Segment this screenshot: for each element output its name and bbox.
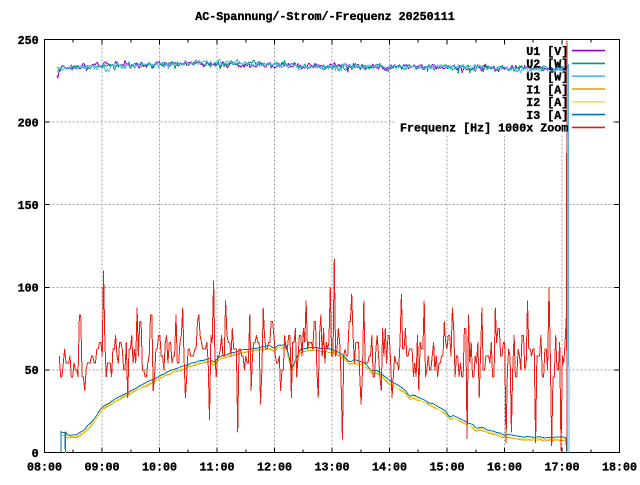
svg-text:U2 [W]: U2 [W] (526, 58, 568, 72)
svg-text:U3 [W]: U3 [W] (526, 71, 568, 85)
svg-text:U1 [V]: U1 [V] (526, 45, 568, 59)
svg-text:09:00: 09:00 (84, 460, 119, 474)
svg-text:15:00: 15:00 (429, 460, 464, 474)
svg-text:14:00: 14:00 (372, 460, 407, 474)
svg-text:Frequenz [Hz] 1000x Zoom: Frequenz [Hz] 1000x Zoom (400, 122, 568, 136)
svg-text:100: 100 (18, 282, 39, 296)
svg-text:13:00: 13:00 (314, 460, 349, 474)
svg-text:I2 [A]: I2 [A] (526, 96, 568, 110)
svg-text:10:00: 10:00 (142, 460, 177, 474)
svg-text:18:00: 18:00 (602, 460, 637, 474)
svg-text:50: 50 (25, 364, 39, 378)
svg-text:11:00: 11:00 (199, 460, 234, 474)
svg-text:12:00: 12:00 (257, 460, 292, 474)
svg-text:200: 200 (18, 116, 39, 130)
svg-text:250: 250 (18, 34, 39, 48)
svg-text:AC-Spannung/-Strom/-Frequenz 2: AC-Spannung/-Strom/-Frequenz 20250111 (195, 10, 455, 24)
svg-text:16:00: 16:00 (487, 460, 522, 474)
svg-text:17:00: 17:00 (544, 460, 579, 474)
svg-text:150: 150 (18, 199, 39, 213)
svg-text:I3 [A]: I3 [A] (526, 109, 568, 123)
svg-text:08:00: 08:00 (27, 460, 62, 474)
svg-text:I1 [A]: I1 [A] (526, 83, 568, 97)
svg-text:0: 0 (32, 447, 39, 461)
